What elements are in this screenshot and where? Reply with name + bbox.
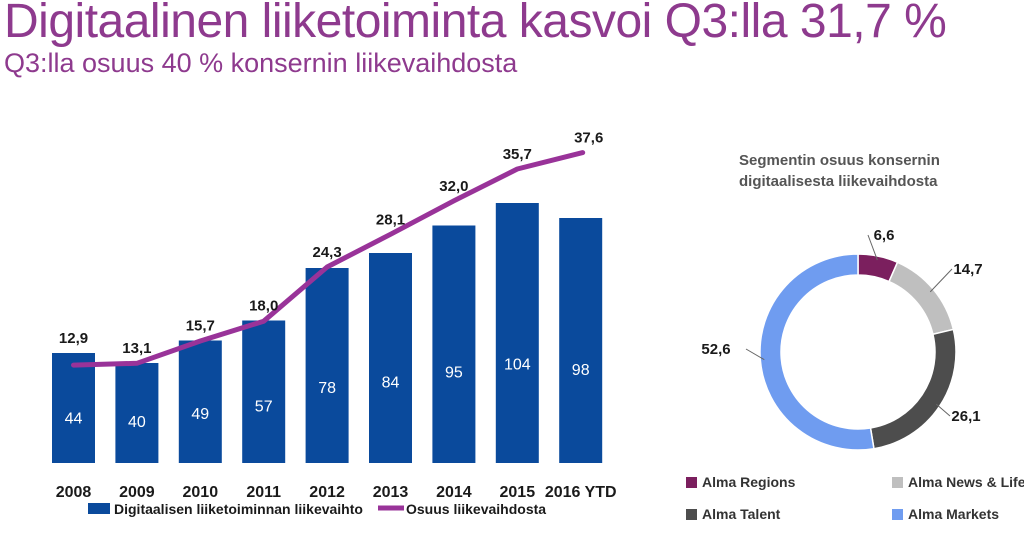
bar-value-label: 57: [255, 399, 273, 416]
legend-label: Alma Regions: [702, 474, 796, 490]
line-value-label: 15,7: [186, 318, 215, 335]
legend-label: Alma Markets: [908, 506, 1000, 522]
bar-2014: [432, 225, 476, 463]
bar-value-label: 104: [504, 356, 531, 373]
legend-label-bar: Digitaalisen liiketoiminnan liikevaihto: [114, 501, 363, 517]
bar-2016 YTD: [559, 218, 603, 463]
line-value-label: 12,9: [59, 330, 88, 347]
x-tick-label: 2011: [246, 484, 281, 501]
bar-value-label: 44: [65, 410, 83, 427]
line-value-label: 13,1: [122, 340, 151, 357]
legend-swatch: [892, 509, 903, 520]
line-value-label: 28,1: [376, 211, 405, 228]
bar-value-label: 49: [191, 406, 209, 423]
bar-2015: [495, 203, 539, 463]
bar-value-label: 95: [445, 365, 463, 382]
bar-2010: [178, 340, 222, 463]
pie-legend-item-alma-news-life: Alma News & Life: [892, 474, 1024, 490]
x-tick-label: 2012: [309, 484, 345, 501]
pie-legend-item-alma-talent: Alma Talent: [686, 506, 780, 522]
legend-label: Alma News & Life: [908, 474, 1024, 490]
bar-value-label: 40: [128, 414, 146, 431]
x-tick-label: 2009: [119, 484, 155, 501]
bar-2013: [369, 253, 412, 463]
line-value-label: 24,3: [312, 244, 341, 261]
legend-label: Alma Talent: [702, 506, 781, 522]
share-line: [71, 150, 586, 368]
pie-title-line-2: digitaalisesta liikevaihdosta: [739, 173, 938, 190]
pie-title-line-1: Segmentin osuus konsernin: [739, 152, 940, 169]
bar-value-label: 78: [318, 380, 336, 397]
page-title: Digitaalinen liiketoiminta kasvoi Q3:lla…: [4, 0, 947, 48]
page-subtitle: Q3:lla osuus 40 % konsernin liikevaihdos…: [4, 48, 518, 78]
line-value-label: 35,7: [503, 146, 532, 163]
x-tick-label: 2016 YTD: [545, 484, 617, 501]
x-tick-label: 2015: [500, 484, 536, 501]
x-tick-label: 2010: [183, 484, 219, 501]
legend-swatch-bar: [88, 503, 110, 514]
pie-chart-title: Segmentin osuus konsernin digitaalisesta…: [739, 150, 979, 192]
bar-2011: [242, 320, 286, 463]
x-tick-label: 2013: [373, 484, 409, 501]
line-value-label: 32,0: [439, 178, 468, 195]
bar-value-label: 84: [382, 374, 400, 391]
pie-legend-item-alma-markets: Alma Markets: [892, 506, 999, 522]
x-tick-label: 2008: [56, 484, 92, 501]
x-tick-label: 2014: [436, 484, 472, 501]
line-value-label: 18,0: [249, 298, 278, 315]
legend-label-line: Osuus liikevaihdosta: [406, 501, 546, 517]
bar-value-label: 98: [572, 362, 590, 379]
legend-swatch: [686, 509, 697, 520]
bar-2009: [115, 363, 159, 463]
bar-2012: [305, 268, 349, 463]
legend-swatch: [892, 477, 903, 488]
pie-legend-item-alma-regions: Alma Regions: [686, 474, 795, 490]
bar-2008: [52, 353, 95, 463]
legend-swatch: [686, 477, 697, 488]
line-value-label: 37,6: [574, 130, 603, 147]
